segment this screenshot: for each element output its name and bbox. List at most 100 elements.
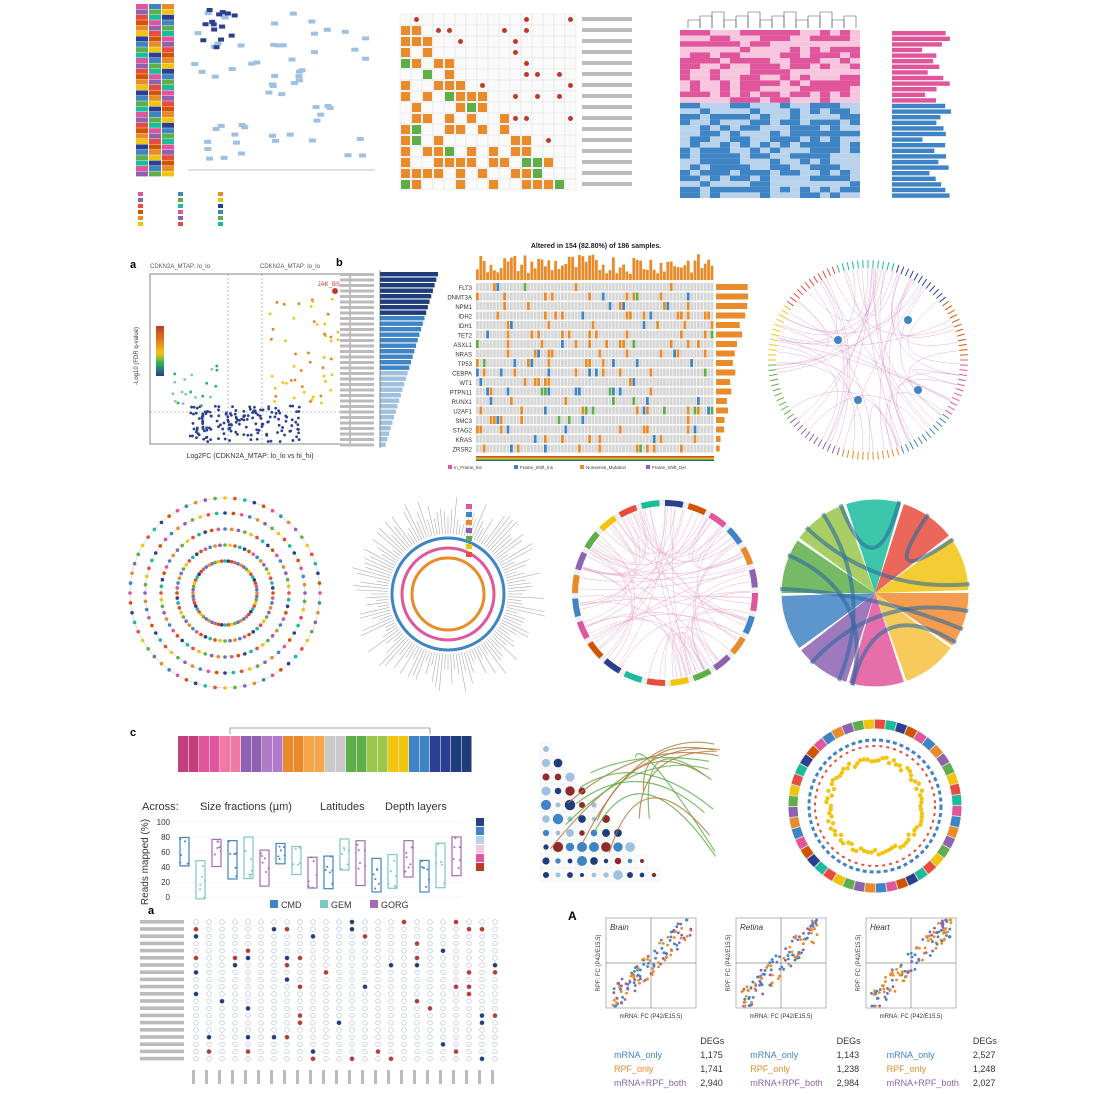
- star-mark: [603, 872, 609, 878]
- onco-top-bar: [564, 263, 568, 280]
- circos-spoke: [453, 497, 458, 535]
- net-tick: [808, 278, 815, 286]
- circos-dot: [239, 669, 244, 674]
- onco-cell: [605, 444, 608, 453]
- onco-cell: [666, 311, 670, 320]
- onco-cell: [703, 302, 707, 310]
- onco-cell: [493, 406, 496, 415]
- onco-cell: [489, 321, 493, 329]
- type-strip-cell: [162, 117, 174, 123]
- fc-point: [882, 987, 886, 991]
- dot-cell: [388, 1013, 394, 1019]
- heat-cell: [840, 181, 850, 187]
- onco-cell: [608, 330, 612, 339]
- circos-dot: [210, 620, 214, 625]
- dot-cell: [323, 984, 329, 990]
- dot-cell: [219, 998, 225, 1004]
- circos-dot: [300, 535, 304, 539]
- onco-side-bar: [716, 284, 748, 290]
- volcano-point-up: [320, 401, 323, 405]
- circos-dot: [284, 610, 288, 615]
- onco-cell: [697, 397, 700, 405]
- onco-cell: [673, 302, 676, 310]
- type-strip-cell: [136, 106, 148, 112]
- heat-cell: [710, 170, 720, 176]
- onco-cell: [652, 435, 656, 443]
- onco-cell: [666, 368, 670, 377]
- fc-point: [629, 974, 633, 978]
- onco-cell: [663, 368, 666, 377]
- fc-point: [891, 973, 895, 977]
- dot-cell: [375, 962, 381, 968]
- onco-top-bar: [584, 261, 588, 280]
- onco-cell: [646, 435, 649, 443]
- onco-cell: [666, 330, 670, 339]
- onco-cell: [608, 444, 612, 453]
- onco-cell: [489, 330, 493, 339]
- onco-cell: [476, 425, 479, 434]
- onco-top-bar: [601, 264, 605, 280]
- star-mark: [579, 830, 585, 836]
- circos-dot: [216, 654, 221, 659]
- onco-top-bar: [710, 265, 714, 280]
- tri-cell: [553, 35, 566, 48]
- c-heat-cell: [419, 736, 430, 772]
- onco-cell: [530, 292, 534, 301]
- dot-cell: [310, 962, 316, 968]
- net-hub: [834, 336, 842, 344]
- tri-cell: [542, 68, 555, 81]
- fc-point: [778, 974, 782, 978]
- dot-cell: [375, 926, 381, 932]
- tri-cell: [509, 178, 522, 191]
- onco-cell: [510, 302, 513, 310]
- ranked-bar: [380, 354, 413, 359]
- onco-cell: [618, 321, 622, 329]
- heat-cell: [770, 164, 780, 170]
- onco-cell: [595, 416, 598, 424]
- fc-point: [904, 974, 908, 978]
- onco-cell: [646, 368, 649, 377]
- onco-cell: [601, 416, 605, 424]
- dot-cell: [258, 984, 264, 990]
- heat-cell: [710, 119, 720, 126]
- circos-dot: [233, 638, 237, 642]
- onco-cell: [574, 340, 578, 348]
- heat-cell: [680, 97, 690, 103]
- chord-link: [609, 513, 645, 558]
- volcano-point-up: [268, 312, 272, 316]
- onco-cell: [697, 292, 700, 301]
- circos-dot: [136, 629, 141, 634]
- fc-point: [937, 921, 940, 925]
- matrix-cell: [204, 146, 212, 151]
- onco-cell: [581, 321, 585, 329]
- onco-cell: [584, 302, 588, 310]
- star-mark: [555, 830, 561, 836]
- heat-cell: [700, 35, 710, 42]
- onco-cell: [635, 349, 639, 358]
- fc-point: [670, 949, 674, 953]
- onco-cell: [544, 321, 547, 329]
- onco-cell: [608, 292, 612, 301]
- matrix-cell: [308, 138, 316, 143]
- dot-cell: [492, 1034, 498, 1040]
- net-edge: [843, 269, 887, 316]
- volcano-point-up: [324, 379, 327, 383]
- tri-mark: [423, 48, 432, 57]
- volcano-point-down: [215, 368, 219, 372]
- circos-dot: [143, 591, 147, 595]
- heat-cell: [710, 114, 720, 120]
- tri-cell: [410, 145, 423, 158]
- heat-cell: [840, 63, 850, 70]
- star-mark: [639, 872, 645, 878]
- dot-cell: [466, 998, 472, 1004]
- onco-cell: [615, 387, 619, 396]
- chord-link: [633, 512, 722, 558]
- onco-cell: [697, 349, 700, 358]
- tri-dot: [524, 72, 529, 77]
- onco-cell: [520, 387, 523, 396]
- heat-cell: [690, 108, 700, 114]
- tri-cell: [454, 112, 467, 125]
- dot-cell: [414, 919, 420, 925]
- onco-cell: [680, 378, 683, 386]
- circos-dot: [258, 623, 263, 627]
